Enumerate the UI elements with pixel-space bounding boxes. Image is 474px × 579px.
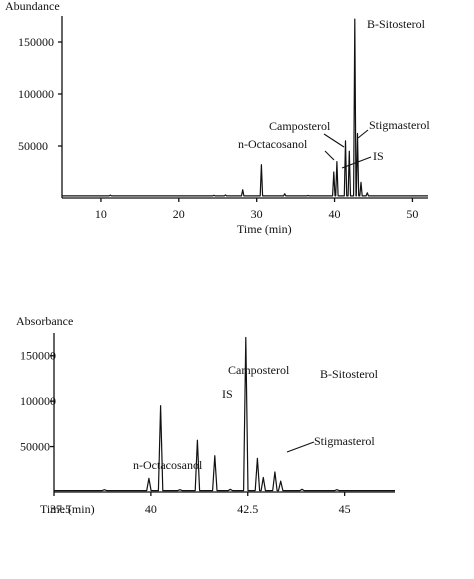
- top-y-axis-label: Abundance: [5, 0, 60, 13]
- bottom-x-ticks: 37.5 40 42.5 45: [50, 492, 351, 516]
- top-chromatogram-trace: [62, 18, 428, 197]
- x-tick-label: 45: [339, 502, 351, 516]
- x-tick-label: 42.5: [237, 502, 258, 516]
- bottom-annotation-stigmasterol: Stigmasterol: [314, 434, 375, 448]
- y-tick-label: 50000: [20, 440, 50, 454]
- top-n-octacosanol-pointer: [324, 150, 335, 161]
- top-is-pointer: [341, 156, 372, 169]
- top-annotation-camposterol: Camposterol: [269, 119, 331, 133]
- top-stigmasterol-pointer: [357, 129, 369, 139]
- y-tick-label: 100000: [20, 394, 56, 408]
- y-tick-label: 150000: [18, 35, 54, 49]
- top-x-axis-label: Time (min): [237, 222, 292, 236]
- y-tick-label: 50000: [18, 139, 48, 153]
- bottom-y-ticks: 50000 100000 150000: [20, 349, 56, 454]
- x-tick-label: 30: [251, 207, 263, 221]
- x-tick-label: 20: [173, 207, 185, 221]
- top-annotation-is: IS: [373, 149, 384, 163]
- bottom-chart: Absorbance 50000 100000 150000 37.5 40 42.5 4…: [16, 314, 395, 516]
- y-tick-label: 150000: [20, 349, 56, 363]
- y-tick-label: 100000: [18, 87, 54, 101]
- top-annotation-n-octacosanol: n-Octacosanol: [238, 137, 308, 151]
- bottom-stigmasterol-pointer: [286, 441, 315, 453]
- bottom-chromatogram-trace: [54, 336, 395, 492]
- top-chart: Abundance 50000 100000 150000 10 20 30 40 50 T…: [5, 0, 430, 236]
- bottom-annotation-n-octacosanol: n-Octacosanol: [133, 458, 203, 472]
- bottom-annotation-camposterol: Camposterol: [228, 363, 290, 377]
- bottom-annotation-b-sitosterol: B-Sitosterol: [320, 367, 379, 381]
- x-tick-label: 40: [145, 502, 157, 516]
- top-annotation-b-sitosterol: B-Sitosterol: [367, 17, 426, 31]
- top-x-ticks: 10 20 30 40 50: [95, 198, 418, 221]
- bottom-x-axis-label: Time (min): [40, 502, 95, 516]
- bottom-y-axis-label: Absorbance: [16, 314, 73, 328]
- bottom-annotation-is: IS: [222, 387, 233, 401]
- top-y-ticks: 50000 100000 150000: [18, 35, 62, 153]
- x-tick-label: 10: [95, 207, 107, 221]
- x-tick-label: 40: [329, 207, 341, 221]
- top-camposterol-pointer: [323, 133, 345, 148]
- top-annotation-stigmasterol: Stigmasterol: [369, 118, 430, 132]
- x-tick-label: 50: [406, 207, 418, 221]
- x-tick-label: 37.5: [50, 502, 71, 516]
